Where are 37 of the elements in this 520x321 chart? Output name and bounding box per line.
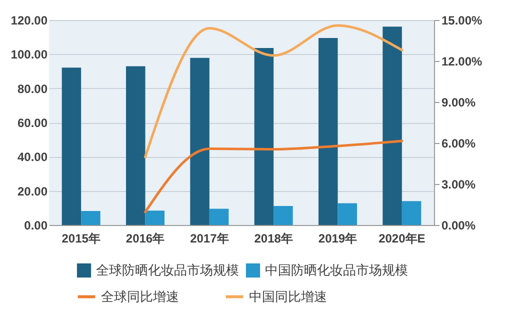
- legend-label: 全球防晒化妆品市场规模: [96, 262, 239, 278]
- x-tick-label: 2017年: [190, 232, 229, 246]
- legend-label: 中国防晒化妆品市场规模: [265, 262, 408, 278]
- x-tick-label: 2018年: [254, 232, 293, 246]
- x-tick-label: 2019年: [318, 232, 358, 246]
- bar: [274, 206, 293, 225]
- x-tick-label: 2015年: [62, 232, 100, 246]
- y2-tick-label: 6.00%: [442, 136, 476, 150]
- y2-tick-label: 0.00%: [442, 218, 476, 232]
- bar: [402, 201, 422, 225]
- line-series: [144, 140, 404, 214]
- y2-tick-label: 15.00%: [442, 14, 483, 28]
- bar: [382, 26, 402, 225]
- bar: [209, 208, 229, 225]
- y2-tick-label: 12.00%: [442, 54, 483, 68]
- bar: [62, 68, 82, 225]
- bar: [190, 58, 210, 225]
- y-tick-label: 60.00: [17, 116, 48, 130]
- bar: [338, 203, 357, 225]
- bar: [126, 66, 146, 225]
- y-tick-label: 100.00: [10, 48, 48, 62]
- bar: [145, 210, 164, 225]
- bar: [81, 210, 100, 225]
- x-tick-label: 2020年E: [378, 232, 426, 246]
- bar: [254, 48, 274, 225]
- y-tick-label: 80.00: [17, 82, 48, 96]
- legend-label: 中国同比增速: [249, 288, 327, 304]
- y-tick-label: 0.00: [24, 218, 48, 232]
- bar: [318, 38, 338, 225]
- legend-label: 全球同比增速: [101, 288, 179, 304]
- y-tick-label: 40.00: [17, 150, 48, 164]
- y2-tick-label: 3.00%: [442, 178, 476, 192]
- line-series: [144, 24, 404, 158]
- y2-tick-label: 9.00%: [442, 96, 476, 110]
- x-tick-label: 2016年: [126, 232, 165, 246]
- y-tick-label: 20.00: [17, 184, 48, 198]
- y-tick-label: 120.00: [10, 14, 48, 28]
